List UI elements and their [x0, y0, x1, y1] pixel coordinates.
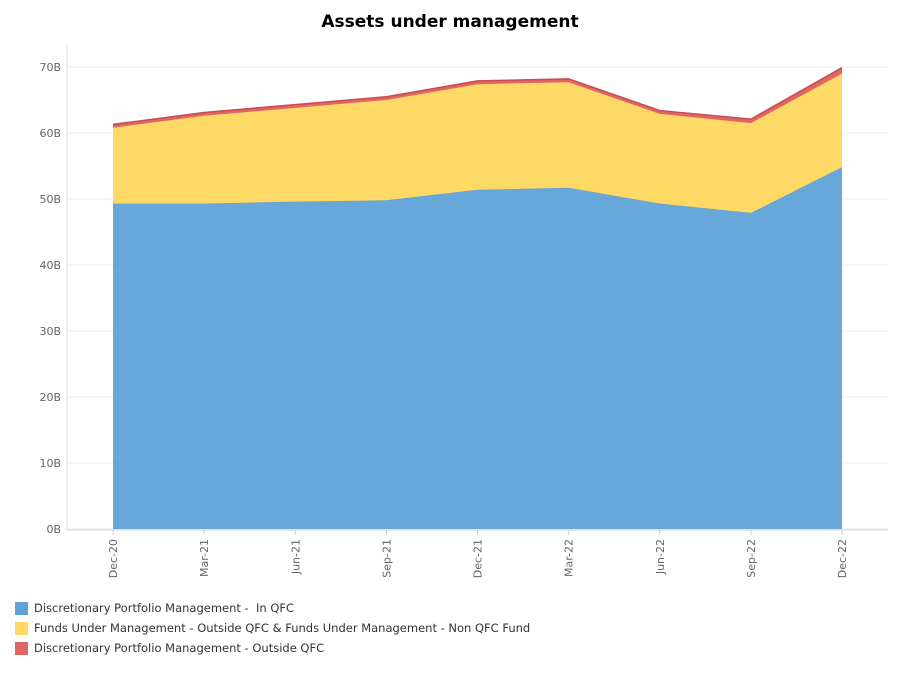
legend-label: Funds Under Management - Outside QFC & F…: [34, 621, 531, 635]
area-series: [112, 67, 843, 530]
y-tick-label: 70B: [39, 61, 61, 74]
legend-item: Funds Under Management - Outside QFC & F…: [15, 618, 530, 638]
legend-item: Discretionary Portfolio Management - In …: [15, 598, 530, 618]
area-series-1: [113, 167, 842, 530]
chart-title: Assets under management: [321, 12, 579, 32]
axes: 0B 10B 20B 30B 40B 50B 60B 70B Dec-20 Mar-21 Jun-2…: [39, 45, 888, 578]
y-tick-label: 50B: [39, 193, 61, 206]
x-tick-label: Mar-22: [563, 539, 576, 577]
legend-swatch: [15, 641, 28, 655]
area-series-3: [113, 67, 842, 128]
legend-swatch: [15, 601, 28, 615]
legend-label: Discretionary Portfolio Management - In …: [34, 601, 295, 615]
x-tick-label: Mar-21: [198, 539, 211, 577]
x-tick-label: Dec-21: [472, 539, 485, 578]
chart-plot: 0B 10B 20B 30B 40B 50B 60B 70B Dec-20 Mar-21 Jun-2…: [39, 45, 888, 578]
y-tick-label: 0B: [46, 523, 61, 536]
x-tick-label: Dec-22: [836, 539, 849, 578]
x-tick-label: Jun-21: [289, 539, 302, 575]
x-tick-label: Jun-22: [654, 539, 667, 575]
y-tick-label: 40B: [39, 259, 61, 272]
x-tick-label: Sep-22: [745, 539, 758, 578]
legend-label: Discretionary Portfolio Management - Out…: [34, 641, 325, 655]
legend-swatch: [15, 621, 28, 635]
y-tick-label: 60B: [39, 127, 61, 140]
y-tick-label: 10B: [39, 457, 61, 470]
x-tick-label: Sep-21: [380, 539, 393, 578]
y-tick-label: 20B: [39, 391, 61, 404]
y-tick-label: 30B: [39, 325, 61, 338]
legend-item: Discretionary Portfolio Management - Out…: [15, 638, 530, 658]
x-tick-label: Dec-20: [107, 539, 120, 578]
legend: Discretionary Portfolio Management - In …: [15, 598, 530, 658]
area-series-3-edge: [112, 67, 843, 126]
